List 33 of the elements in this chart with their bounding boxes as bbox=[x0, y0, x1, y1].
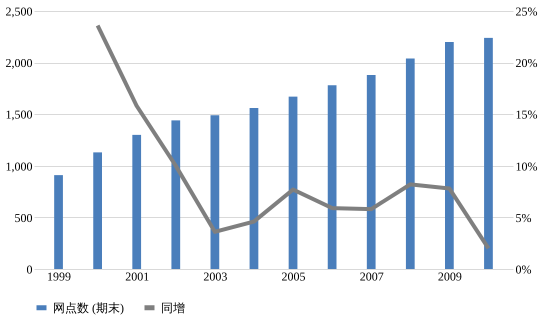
y-tick-label: 2,000 bbox=[6, 56, 32, 70]
y2-tick-label: 5% bbox=[516, 210, 532, 225]
y2-tick-label: 25% bbox=[516, 4, 538, 18]
bar bbox=[484, 38, 493, 269]
y-tick-label: 500 bbox=[14, 210, 32, 225]
x-tick-label: 2003 bbox=[203, 270, 228, 284]
y2-tick-label: 10% bbox=[516, 159, 538, 174]
y2-tick-label: 15% bbox=[516, 108, 538, 122]
x-tick-label: 2005 bbox=[282, 270, 306, 284]
bar bbox=[171, 120, 180, 269]
y-tick-label: 0 bbox=[26, 262, 32, 276]
x-tick-label: 2007 bbox=[360, 270, 384, 284]
bar bbox=[328, 85, 336, 269]
line-series bbox=[96, 23, 490, 250]
x-tick-label: 2009 bbox=[438, 270, 462, 284]
y-tick-label: 1,500 bbox=[6, 108, 32, 122]
bar bbox=[210, 115, 220, 269]
bar bbox=[288, 96, 298, 269]
bar bbox=[250, 108, 258, 269]
legend-label: 网点数 (期末) bbox=[53, 300, 124, 315]
legend-label: 同增 bbox=[161, 300, 185, 315]
bar bbox=[93, 152, 102, 269]
y2-tick-label: 0% bbox=[516, 262, 532, 276]
bar bbox=[132, 134, 142, 269]
y2-tick-label: 20% bbox=[516, 56, 538, 70]
x-tick-label: 2001 bbox=[125, 270, 150, 284]
bar bbox=[366, 74, 376, 269]
x-tick-label: 1999 bbox=[47, 270, 72, 284]
bar bbox=[445, 42, 454, 269]
bar bbox=[54, 175, 63, 269]
bar bbox=[406, 58, 415, 269]
y-tick-label: 1,000 bbox=[6, 159, 32, 174]
y-tick-label: 2,500 bbox=[6, 4, 32, 18]
